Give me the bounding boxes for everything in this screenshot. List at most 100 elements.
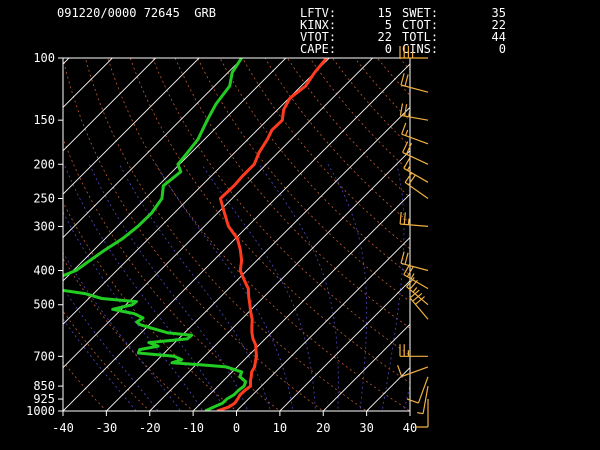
isotherm-line [63,58,114,109]
wind-barb [404,172,429,199]
wind-barb [417,385,429,415]
x-tick-label: 30 [359,421,373,435]
wind-barb [401,122,429,145]
index-row: LFTV: 15 SWET: 35 [300,7,510,19]
moist-adiabat [63,251,181,411]
dry-adiabat [408,42,600,419]
y-tick-label: 250 [33,191,55,205]
wind-barb [399,344,428,357]
wind-barb [409,289,429,320]
isotherm-line [63,58,330,325]
dry-adiabat [219,58,410,276]
moist-adiabat [63,211,204,411]
isotherm-line [409,410,410,411]
wind-barb [416,399,429,428]
y-tick-label: 300 [33,219,55,233]
index-row: VTOT: 22 TOTL: 44 [300,31,510,43]
wind-barb [406,376,429,404]
wind-barb [403,157,429,183]
moist-adiabat [119,164,271,411]
wind-barb [406,277,429,306]
dry-adiabat [264,58,410,224]
dry-adiabat [63,201,238,411]
y-tick-label: 1000 [26,404,55,418]
wind-barb [400,251,429,272]
isotherm-line [192,193,410,411]
index-name: SWET: [402,6,439,20]
wind-barb [399,211,429,227]
x-tick-label: 20 [316,421,330,435]
index-name: CTOT: [402,18,439,32]
dry-adiabat [63,310,151,411]
y-tick-label: 200 [33,157,55,171]
dry-adiabat [430,42,600,419]
y-tick-label: 925 [33,392,55,406]
index-value: 35 [491,6,506,20]
dry-adiabat [354,58,410,122]
x-tick-label: -40 [52,421,74,435]
x-tick-label: -20 [139,421,161,435]
x-tick-label: 40 [403,421,417,435]
wind-barb [397,364,429,378]
wind-barb [399,103,429,121]
dry-adiabat [63,58,324,411]
wind-barb [400,73,429,93]
dry-adiabat [129,58,410,384]
index-value: 22 [377,30,392,44]
isotherm-line [235,236,410,411]
isotherm-line [149,150,410,411]
dry-adiabat [197,58,410,302]
index-value: 0 [384,42,392,56]
moist-adiabat [63,164,226,411]
y-tick-label: 150 [33,113,55,127]
moist-adiabat [201,164,316,411]
moist-adiabat [258,164,339,411]
plot-area [63,42,600,419]
isotherm-line [63,58,200,195]
y-tick-label: 100 [33,51,55,65]
dry-adiabat [452,42,600,419]
dry-adiabat [309,58,410,173]
dry-adiabat [399,58,410,71]
x-tick-label: 10 [273,421,287,435]
isotherm-line [63,58,157,152]
dry-adiabat [107,58,410,411]
x-tick-label: -30 [96,421,118,435]
y-tick-label: 700 [33,349,55,363]
isotherm-line [365,366,410,411]
isotherm-line [105,106,410,411]
moist-adiabat [327,164,368,411]
isotherm-line [63,63,410,411]
moist-adiabat [155,164,294,411]
dry-adiabat [63,137,281,411]
index-name: LFTV: [300,6,337,20]
header-station-line: 091220/0000 72645 GRB [57,6,216,20]
moist-adiabat [381,164,405,411]
index-value: 5 [384,18,392,32]
temperature-profile [216,58,328,411]
isotherm-line [63,58,287,282]
index-name: TOTL: [402,30,439,44]
index-name: VTOT: [300,30,337,44]
wind-barb [399,46,428,59]
isotherm-line [63,58,374,369]
y-tick-label: 850 [33,379,55,393]
isotherm-line [322,323,410,411]
y-tick-label: 500 [33,298,55,312]
dry-adiabat [376,58,410,96]
x-tick-label: -10 [182,421,204,435]
wind-barb [402,141,429,165]
index-value: 44 [491,30,506,44]
dry-adiabat [242,58,410,250]
index-row: KINX: 5 CTOT: 22 [300,19,510,31]
index-row: CAPE: 0 CINS: 0 [300,43,510,55]
dry-adiabat [331,58,410,147]
index-name: KINX: [300,18,337,32]
index-name: CINS: [402,42,439,56]
index-value: 15 [377,6,392,20]
dewpoint-profile [63,58,248,411]
index-value: 0 [498,42,506,56]
isotherm-line [279,280,410,411]
index-value: 22 [491,18,506,32]
